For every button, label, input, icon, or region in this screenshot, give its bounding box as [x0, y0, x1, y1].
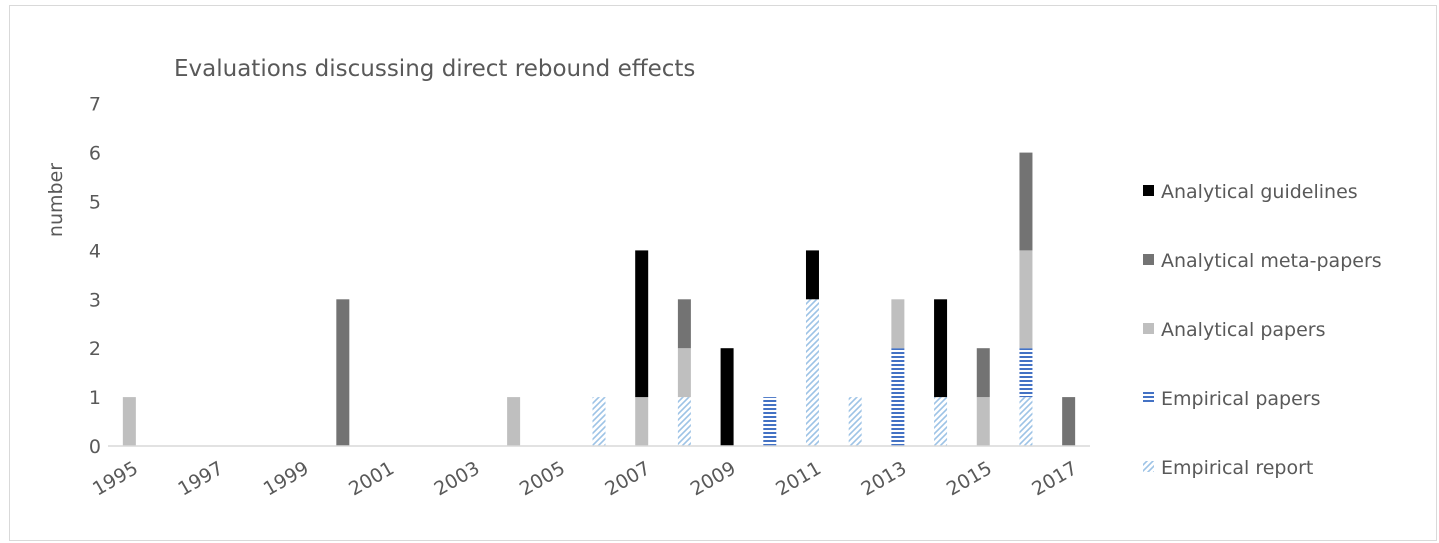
bar-2007-analytical-guidelines [635, 250, 649, 398]
y-tick-label: 2 [89, 338, 101, 360]
x-tick-label: 2003 [431, 457, 484, 500]
bar-2008-analytical-meta-papers [677, 299, 691, 349]
chart-title: Evaluations discussing direct rebound ef… [174, 56, 695, 82]
legend-swatch [1143, 185, 1154, 196]
bar-2014-analytical-guidelines [934, 299, 948, 398]
bar-2007-analytical-papers [635, 397, 649, 446]
x-tick-label: 2017 [1028, 457, 1081, 500]
bar-2008-empirical-report [677, 397, 691, 446]
bar-2006-empirical-report [592, 397, 606, 446]
x-tick-label: 2015 [943, 457, 996, 500]
legend-label: Analytical papers [1161, 319, 1326, 341]
x-tick-label: 2007 [601, 457, 654, 500]
bar-2000-analytical-meta-papers [336, 299, 350, 446]
y-tick-label: 6 [89, 143, 101, 165]
bar-2009-analytical-guidelines [720, 348, 734, 446]
x-tick-label: 2011 [772, 457, 825, 500]
legend-label: Empirical papers [1161, 388, 1321, 410]
x-tick-label: 1995 [89, 457, 142, 500]
x-axis-ticks: 1995 1997 1999 2001 2003 2005 2007 2009 2011 2013… [89, 457, 1081, 500]
bar-2016-analytical-papers [1019, 250, 1033, 349]
legend-label: Analytical guidelines [1161, 181, 1358, 203]
bar-2004-analytical-papers [507, 397, 521, 446]
bar-2013-analytical-papers [891, 299, 905, 349]
legend: Analytical guidelines Analytical meta-pap… [1143, 181, 1382, 479]
x-tick-label: 2001 [345, 457, 398, 500]
bars [122, 152, 1076, 446]
bar-2017-analytical-meta-papers [1062, 397, 1076, 446]
bar-2010-empirical-papers [763, 397, 777, 446]
bar-2015-analytical-meta-papers [976, 348, 990, 398]
legend-label: Analytical meta-papers [1161, 250, 1382, 272]
bar-1995-analytical-papers [122, 397, 136, 446]
legend-swatch [1143, 461, 1154, 472]
bar-2015-analytical-papers [976, 397, 990, 446]
bar-2013-empirical-papers [891, 348, 905, 446]
x-tick-label: 2009 [687, 457, 740, 500]
bar-2016-empirical-report [1019, 397, 1033, 446]
bar-2011-analytical-guidelines [805, 250, 819, 300]
x-tick-label: 1999 [260, 457, 313, 500]
y-tick-label: 0 [89, 436, 101, 458]
legend-swatch [1143, 323, 1154, 334]
x-tick-label: 1997 [174, 457, 227, 500]
y-tick-label: 1 [89, 387, 101, 409]
legend-swatch [1143, 392, 1154, 403]
chart-frame [9, 5, 1437, 541]
x-tick-label: 2013 [857, 457, 910, 500]
legend-label: Empirical report [1161, 457, 1313, 479]
y-tick-label: 3 [89, 289, 101, 311]
bar-2014-empirical-report [934, 397, 948, 446]
bar-2016-empirical-papers [1019, 348, 1033, 398]
bar-2008-analytical-papers [677, 348, 691, 398]
y-axis-label: number [45, 163, 67, 237]
y-axis-ticks: 0 1 2 3 4 5 6 7 [89, 94, 101, 458]
bar-2016-analytical-meta-papers [1019, 152, 1033, 251]
x-tick-label: 2005 [516, 457, 569, 500]
y-tick-label: 7 [89, 94, 101, 116]
bar-2011-empirical-report [805, 299, 819, 446]
bar-2012-empirical-report [848, 397, 862, 446]
y-tick-label: 5 [89, 192, 101, 214]
y-tick-label: 4 [89, 240, 101, 262]
legend-swatch [1143, 254, 1154, 265]
